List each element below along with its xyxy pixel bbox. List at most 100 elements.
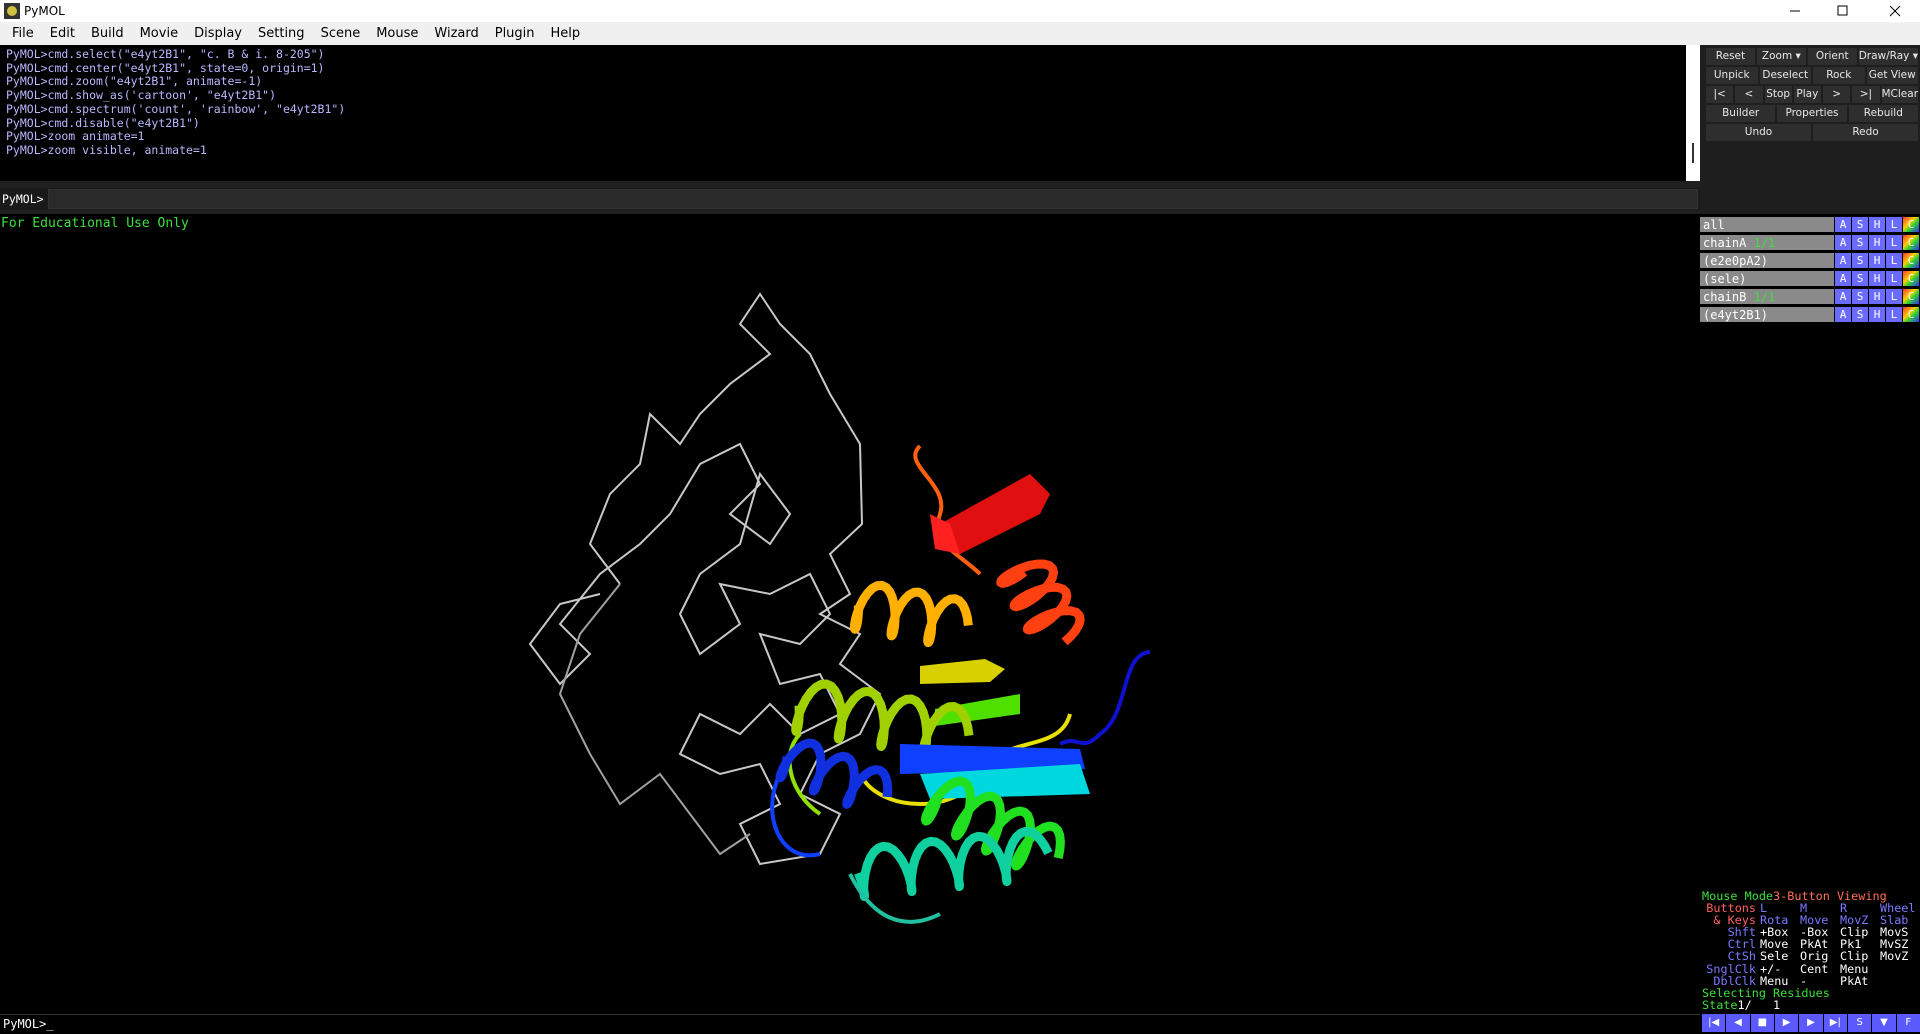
window-title: PyMOL [24,4,65,18]
log-line: PyMOL>cmd.center("e4yt2B1", state=0, ori… [6,60,325,75]
object-control[interactable]: S [1851,235,1868,251]
log-scrollbar[interactable] [1686,45,1700,181]
window-controls[interactable] [1770,0,1920,22]
button[interactable]: < [1735,86,1763,103]
object-control[interactable]: H [1868,253,1885,269]
state-value: 1/ 1 [1737,997,1781,1012]
object-control[interactable]: L [1885,289,1902,305]
object-control[interactable]: L [1885,307,1902,323]
helix [775,738,893,809]
button[interactable]: Get View [1866,67,1918,84]
movie-button[interactable]: ▶ [1774,1014,1799,1032]
bottom-command[interactable]: PyMOL>_ [0,1014,1700,1034]
button[interactable]: Draw/Ray ▾ [1858,48,1919,65]
object-control[interactable]: A [1834,271,1851,287]
button[interactable]: Zoom ▾ [1756,48,1806,65]
object-control[interactable]: L [1885,235,1902,251]
object-control[interactable]: S [1851,217,1868,233]
object-control[interactable]: A [1834,235,1851,251]
movie-button[interactable]: F [1896,1014,1920,1032]
object-name[interactable]: chainA 1/1 [1700,235,1834,251]
coil [848,873,941,924]
button[interactable]: Properties [1777,105,1847,122]
movie-button[interactable]: |◀ [1702,1014,1726,1032]
helix [849,580,973,648]
menu-item[interactable]: Mouse [376,26,419,41]
button[interactable]: MClear [1881,86,1919,103]
object-name[interactable]: (e4yt2B1) [1700,307,1834,323]
object-control[interactable]: H [1868,307,1885,323]
button[interactable]: Unpick [1706,67,1758,84]
mouse-cell: Menu [1760,973,1789,988]
button[interactable]: |< [1706,86,1734,103]
object-control[interactable]: H [1868,235,1885,251]
object-control[interactable]: A [1834,253,1851,269]
button[interactable]: Play [1793,86,1821,103]
button[interactable]: Reset [1706,48,1755,65]
object-control[interactable]: A [1834,289,1851,305]
movie-button[interactable]: ■ [1750,1014,1774,1032]
object-control[interactable]: H [1868,271,1885,287]
object-control[interactable]: C [1902,271,1919,287]
object-control[interactable]: S [1851,253,1868,269]
object-control[interactable]: C [1902,217,1919,233]
menu-item[interactable]: File [12,26,34,41]
state-label: State [1702,997,1738,1012]
object-control[interactable]: L [1885,271,1902,287]
menu-item[interactable]: Wizard [434,26,479,41]
button[interactable]: Builder [1706,105,1776,122]
movie-button[interactable]: ▶ [1799,1014,1823,1032]
menu-item[interactable]: Scene [320,26,361,41]
movie-button[interactable]: S [1847,1014,1872,1032]
button[interactable]: Stop [1764,86,1792,103]
object-state: 1/1 [1753,236,1776,250]
object-control[interactable]: L [1885,217,1902,233]
movie-button[interactable]: ◀ [1726,1014,1750,1032]
object-control[interactable]: H [1868,289,1885,305]
object-control[interactable]: S [1851,307,1868,323]
object-label: (sele) [1703,272,1747,286]
command-input[interactable] [48,189,1698,209]
menu-item[interactable]: Display [194,26,242,41]
mouse-label: DblClk [1713,973,1756,988]
mouse-row: CtSh Sele Orig Clip MovZ [1702,950,1920,962]
button[interactable]: > [1823,86,1851,103]
object-control[interactable]: C [1902,307,1919,323]
movie-button[interactable]: ▼ [1872,1014,1896,1032]
button[interactable]: >| [1852,86,1880,103]
menu-bar: File Edit Build Movie Display Setting Scene Mou… [0,22,1920,45]
button[interactable]: Rock [1813,67,1865,84]
mouse-cell: L [1760,901,1768,916]
object-control[interactable]: S [1851,271,1868,287]
menu-item[interactable]: Plugin [494,26,535,41]
object-name[interactable]: all [1700,217,1834,233]
object-control[interactable]: L [1885,253,1902,269]
object-name[interactable]: chainB 1/1 [1700,289,1834,305]
object-control[interactable]: A [1834,217,1851,233]
menu-item[interactable]: Movie [139,26,179,41]
object-control[interactable]: C [1902,235,1919,251]
object-control[interactable]: C [1902,253,1919,269]
object-control[interactable]: A [1834,307,1851,323]
edu-notice: For Educational Use Only [1,216,189,231]
object-name[interactable]: (sele) [1700,271,1834,287]
object-control[interactable]: C [1902,289,1919,305]
menu-item[interactable]: Build [90,26,124,41]
button[interactable]: Undo [1706,124,1811,141]
prompt: PyMOL> [2,192,44,206]
sheet [920,764,1090,799]
mouse-cell: Clip [1840,949,1869,964]
movie-button[interactable]: ▶| [1823,1014,1847,1032]
object-control[interactable]: S [1851,289,1868,305]
button[interactable]: Redo [1813,124,1918,141]
button[interactable]: Deselect [1759,67,1811,84]
menu-item[interactable]: Help [550,26,581,41]
menu-item[interactable]: Setting [258,26,305,41]
mouse-row: SnglClk +/- Cent Menu [1702,962,1920,974]
object-control[interactable]: H [1868,217,1885,233]
button[interactable]: Rebuild [1848,105,1918,122]
molecule-viewer[interactable] [0,214,1700,1014]
menu-item[interactable]: Edit [49,26,75,41]
object-name[interactable]: (e2e0pA2) [1700,253,1834,269]
button[interactable]: Orient [1807,48,1857,65]
